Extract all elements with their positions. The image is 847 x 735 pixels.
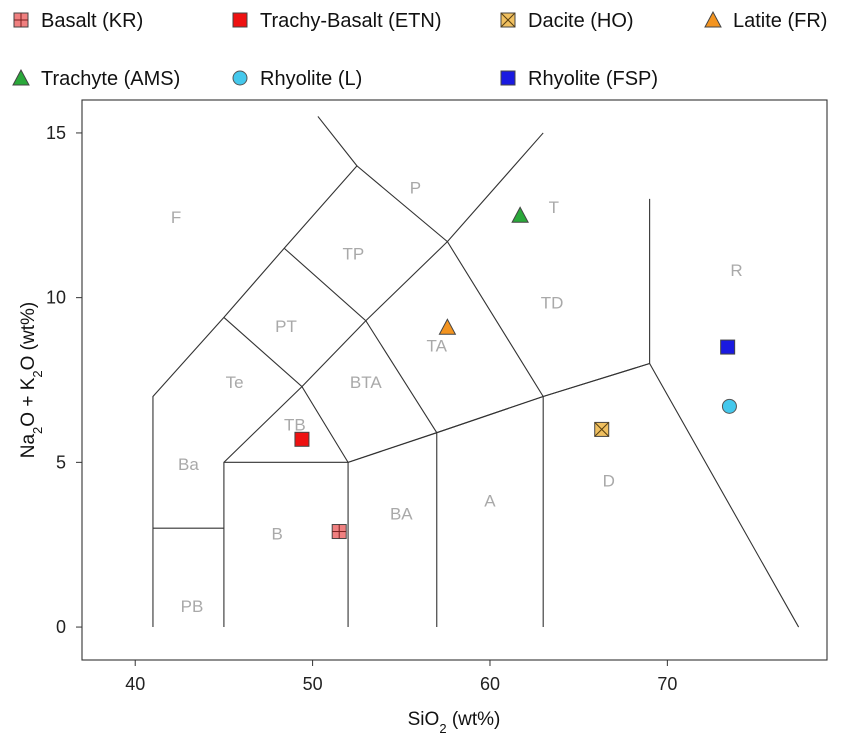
field-boundary-line — [223, 317, 349, 628]
legend-marker — [704, 10, 722, 28]
field-boundary-line — [223, 362, 800, 628]
field-boundary-line — [347, 363, 650, 463]
field-label: D — [603, 472, 615, 491]
legend-label: Basalt (KR) — [41, 10, 143, 32]
data-point — [438, 318, 457, 335]
x-tick-label: 60 — [480, 674, 500, 694]
x-axis: 40 50 60 70 — [125, 660, 677, 694]
legend-item: Latite (FR) — [704, 10, 827, 32]
legend-label: Trachy-Basalt (ETN) — [260, 10, 442, 32]
field-label: P — [410, 178, 421, 197]
data-point — [511, 206, 529, 223]
x-tick-label: 70 — [657, 674, 677, 694]
field-label: A — [484, 491, 496, 510]
field-label: PB — [181, 597, 204, 616]
field-boundary-line — [446, 241, 544, 628]
legend-item: Basalt (KR) — [13, 10, 143, 32]
field-label: BTA — [350, 373, 382, 392]
y-axis-title: Na2O + K2O (wt%) — [18, 302, 45, 458]
data-point — [720, 339, 736, 355]
x-tick-label: 50 — [303, 674, 323, 694]
field-label: Te — [226, 373, 244, 392]
field-boundary-line — [283, 247, 438, 628]
field-label: BA — [390, 505, 413, 524]
field-label: PT — [275, 317, 297, 336]
data-points — [294, 206, 737, 540]
legend-marker — [232, 70, 248, 86]
field-label: TB — [284, 416, 306, 435]
field-label: T — [549, 198, 559, 217]
x-axis-title: SiO2 (wt%) — [408, 709, 501, 735]
legend-item: Rhyolite (FSP) — [500, 68, 658, 90]
legend-label: Latite (FR) — [733, 10, 827, 32]
legend-label: Rhyolite (FSP) — [528, 68, 658, 90]
legend-label: Rhyolite (L) — [260, 68, 362, 90]
data-point — [331, 524, 347, 540]
legend-label: Trachyte (AMS) — [41, 68, 180, 90]
legend-item: Trachyte (AMS) — [12, 68, 180, 90]
legend-marker — [12, 68, 30, 86]
legend-marker — [500, 70, 516, 86]
legend-marker — [13, 12, 29, 28]
field-label: F — [171, 208, 181, 227]
legend-marker — [500, 12, 516, 28]
field-label: TD — [541, 294, 564, 313]
field-label: TP — [343, 244, 365, 263]
field-label: TA — [427, 337, 448, 356]
field-label: B — [271, 524, 282, 543]
y-tick-label: 0 — [56, 617, 66, 637]
legend: Basalt (KR) Trachy-Basalt (ETN) Dacite (HO… — [12, 10, 827, 90]
data-point — [594, 421, 610, 437]
field-boundary-line — [317, 116, 358, 167]
field-boundary-line — [223, 241, 448, 628]
data-point — [294, 431, 310, 447]
x-tick-label: 40 — [125, 674, 145, 694]
legend-label: Dacite (HO) — [528, 10, 634, 32]
field-label: Ba — [178, 455, 199, 474]
legend-item: Trachy-Basalt (ETN) — [232, 10, 442, 32]
field-label: R — [730, 261, 742, 280]
data-point — [721, 398, 737, 414]
legend-marker — [232, 12, 248, 28]
y-tick-label: 5 — [56, 452, 66, 472]
legend-item: Dacite (HO) — [500, 10, 634, 32]
field-boundaries — [152, 116, 800, 628]
y-tick-label: 15 — [46, 123, 66, 143]
y-axis: 0 5 10 15 — [46, 123, 82, 637]
legend-item: Rhyolite (L) — [232, 68, 362, 90]
plot-frame — [81, 99, 828, 661]
y-tick-label: 10 — [46, 288, 66, 308]
